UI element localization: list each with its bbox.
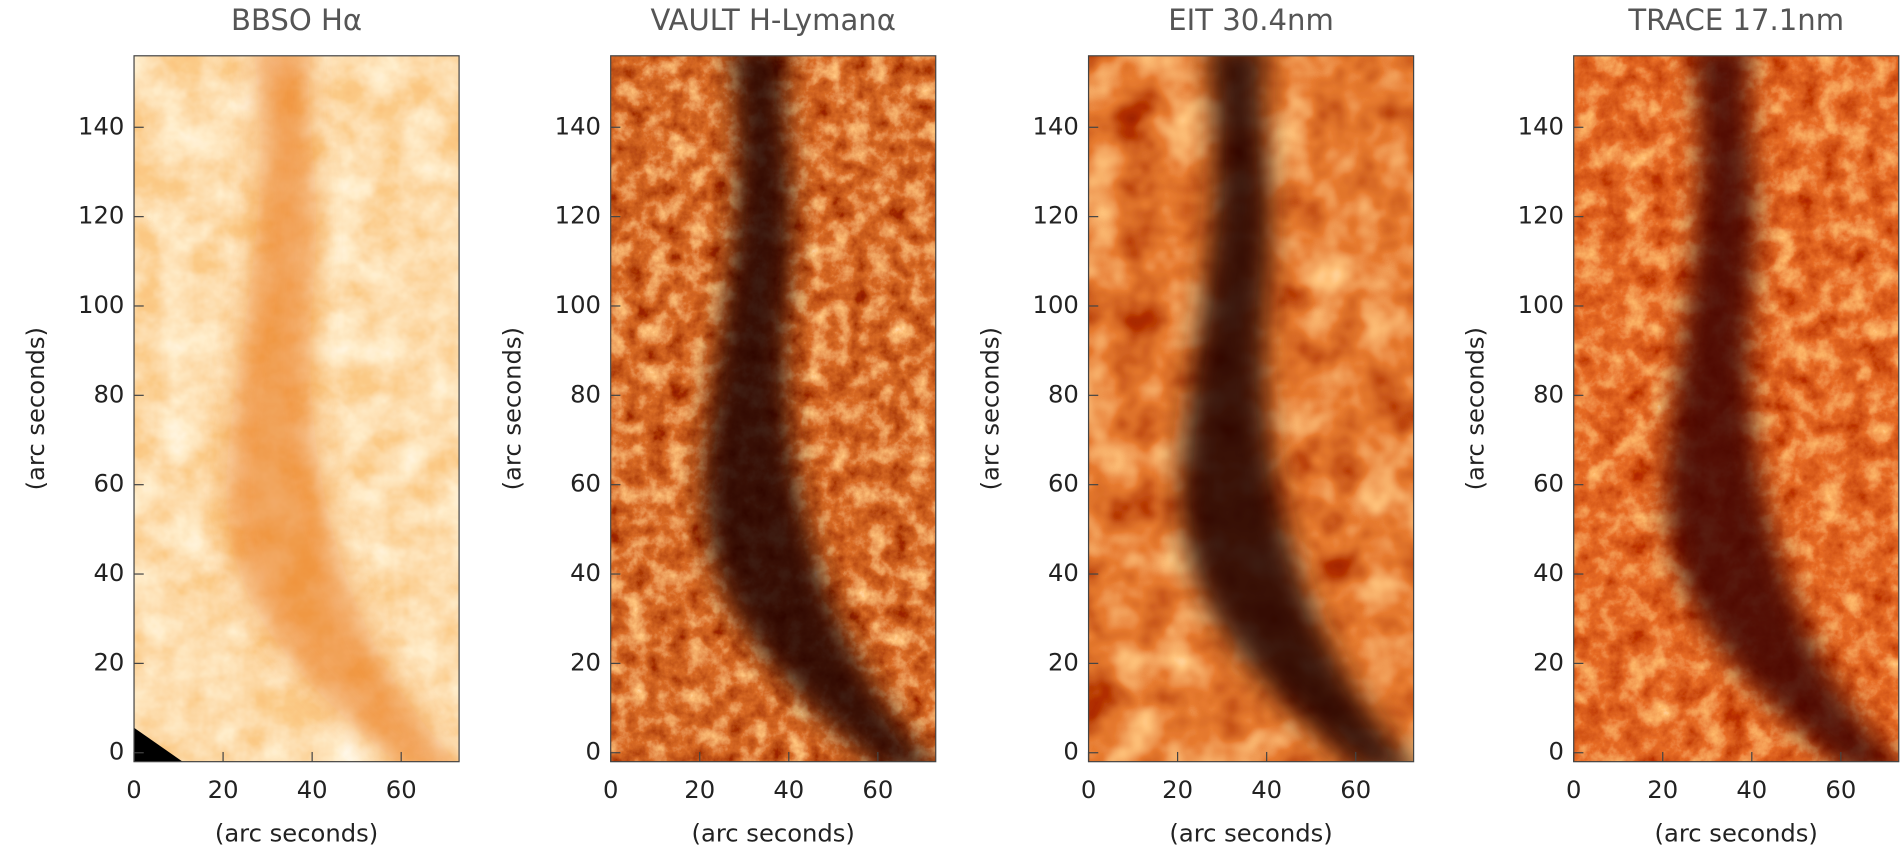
- plot-frame: [133, 55, 460, 763]
- panel: VAULT H-Lymanα (arc seconds) (arc seconds)…: [498, 3, 937, 847]
- x-tick-label: 20: [1162, 775, 1193, 804]
- solar-image: [610, 55, 936, 762]
- filament: [226, 55, 458, 762]
- x-tick-label: 0: [603, 775, 618, 804]
- panel-title: BBSO Hα: [231, 3, 362, 37]
- x-axis-label: (arc seconds): [692, 818, 855, 847]
- x-tick-label: 40: [773, 775, 804, 804]
- x-axis-label: (arc seconds): [1169, 818, 1332, 847]
- x-tick-label: 60: [386, 775, 417, 804]
- panel: EIT 30.4nm (arc seconds) (arc seconds) 0 20 4…: [976, 3, 1415, 847]
- y-tick-label: 140: [555, 111, 601, 140]
- solar-image: [134, 55, 460, 762]
- panel-title: EIT 30.4nm: [1168, 3, 1334, 37]
- y-tick-label: 40: [1048, 558, 1079, 587]
- x-tick-label: 40: [297, 775, 328, 804]
- y-tick-label: 140: [78, 111, 124, 140]
- y-tick-label: 100: [78, 290, 124, 319]
- panel: BBSO Hα (arc seconds) (arc seconds) 0 20 40 60…: [21, 3, 460, 847]
- y-tick-label: 140: [1518, 111, 1564, 140]
- plot-frame: [1087, 55, 1415, 763]
- y-tick-label: 60: [1533, 469, 1564, 498]
- y-tick-label: 120: [1518, 201, 1564, 230]
- solar-image: [1088, 55, 1414, 762]
- panel: TRACE 17.1nm (arc seconds) (arc seconds) 0 2…: [1461, 3, 1900, 847]
- filament: [1665, 55, 1898, 762]
- y-tick-label: 80: [570, 379, 601, 408]
- y-tick-label: 100: [1033, 290, 1079, 319]
- y-tick-label: 80: [93, 379, 124, 408]
- y-axis-label: (arc seconds): [21, 327, 50, 490]
- y-tick-label: 40: [93, 558, 124, 587]
- y-tick-label: 100: [555, 290, 601, 319]
- x-tick-label: 20: [208, 775, 239, 804]
- y-tick-label: 120: [78, 201, 124, 230]
- y-axis-label: (arc seconds): [976, 327, 1005, 490]
- x-tick-label: 40: [1251, 775, 1282, 804]
- x-tick-label: 60: [1340, 775, 1371, 804]
- y-tick-label: 140: [1033, 111, 1079, 140]
- filament: [702, 55, 935, 762]
- y-tick-label: 20: [1048, 647, 1079, 676]
- x-axis-label: (arc seconds): [215, 818, 378, 847]
- y-tick-label: 120: [555, 201, 601, 230]
- y-tick-label: 100: [1518, 290, 1564, 319]
- x-tick-label: 0: [1566, 775, 1581, 804]
- filament: [1180, 55, 1413, 762]
- y-tick-label: 40: [1533, 558, 1564, 587]
- corner-mask: [134, 727, 183, 762]
- y-tick-label: 60: [570, 469, 601, 498]
- panel-title: VAULT H-Lymanα: [651, 3, 896, 37]
- y-axis-label: (arc seconds): [498, 327, 527, 490]
- plot-frame: [610, 55, 937, 763]
- x-tick-label: 0: [126, 775, 141, 804]
- plot-frame: [1573, 55, 1900, 763]
- y-tick-label: 0: [1549, 737, 1564, 766]
- y-tick-label: 60: [1048, 469, 1079, 498]
- x-tick-label: 40: [1736, 775, 1767, 804]
- y-tick-label: 80: [1533, 379, 1564, 408]
- y-tick-label: 20: [93, 647, 124, 676]
- y-tick-label: 20: [570, 647, 601, 676]
- x-tick-label: 0: [1081, 775, 1096, 804]
- x-tick-label: 60: [862, 775, 893, 804]
- y-tick-label: 0: [109, 737, 124, 766]
- x-tick-label: 20: [1647, 775, 1678, 804]
- y-tick-label: 0: [586, 737, 601, 766]
- y-tick-label: 120: [1033, 201, 1079, 230]
- panel-title: TRACE 17.1nm: [1627, 3, 1844, 37]
- y-tick-label: 80: [1048, 379, 1079, 408]
- y-tick-label: 40: [570, 558, 601, 587]
- x-tick-label: 60: [1825, 775, 1856, 804]
- y-axis-label: (arc seconds): [1461, 327, 1490, 490]
- x-tick-label: 20: [684, 775, 715, 804]
- y-tick-label: 0: [1063, 737, 1078, 766]
- y-tick-label: 60: [93, 469, 124, 498]
- x-axis-label: (arc seconds): [1655, 818, 1818, 847]
- y-tick-label: 20: [1533, 647, 1564, 676]
- solar-image: [1573, 55, 1899, 762]
